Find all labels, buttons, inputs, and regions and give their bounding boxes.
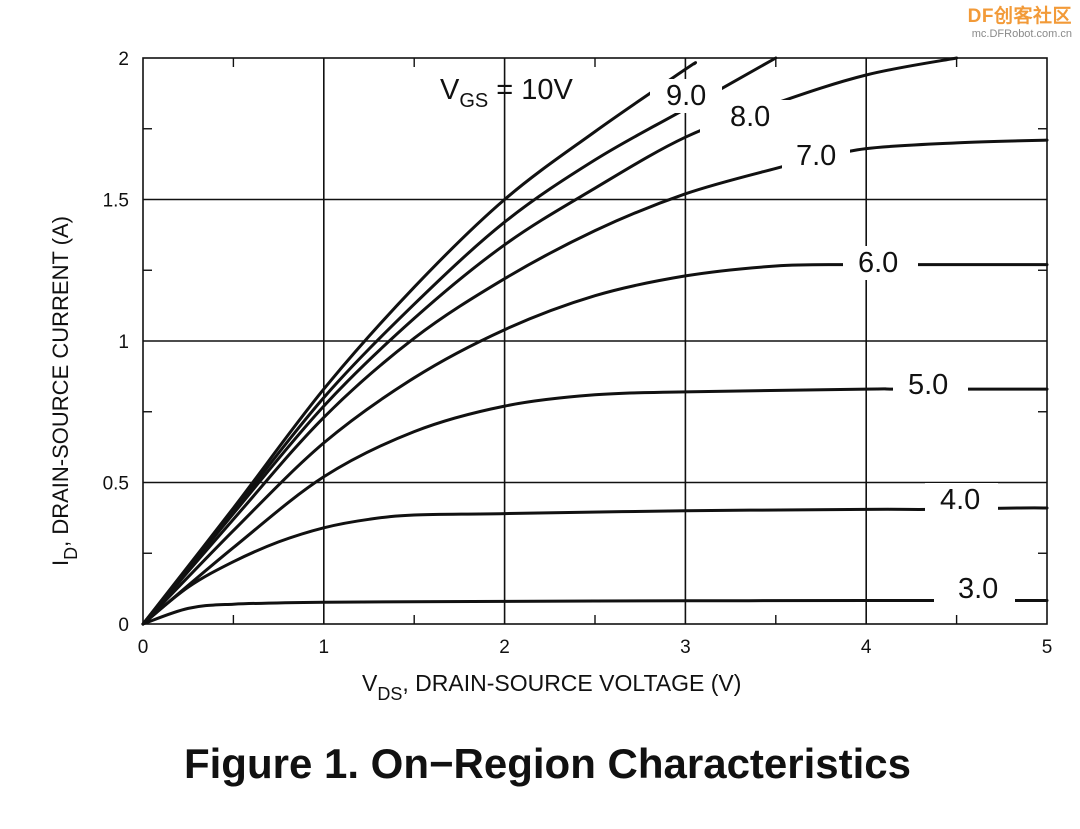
watermark-brand-df: DF	[967, 6, 994, 27]
x-tick-label: 3	[680, 637, 691, 658]
watermark-logo: DF创客社区 mc.DFRobot.com.cn	[968, 6, 1072, 41]
grid-layer	[142, 57, 1048, 625]
x-axis-label-main: V	[362, 670, 378, 696]
x-axis-label-rest: , DRAIN-SOURCE VOLTAGE (V)	[402, 670, 741, 696]
x-tick-label: 5	[1042, 637, 1053, 658]
y-tick-label: 0	[118, 615, 129, 636]
x-tick-label: 1	[319, 637, 330, 658]
curve-label-vgs-6-0: 6.0	[858, 247, 898, 279]
x-axis-label-sub: DS	[377, 684, 402, 704]
curve-label-vgs-3-0: 3.0	[958, 573, 998, 605]
on-region-characteristics-chart: 3.0 4.0 5.0 6.0 7.0 8.0 9.0 VGS = 10V 0 1 2 3 4 5 0 0.…	[48, 49, 1053, 704]
y-axis-label-main: I	[48, 560, 73, 566]
watermark-brand: DF创客社区	[968, 6, 1072, 27]
series-line-vgs-8-0	[141, 56, 959, 626]
series-line-vgs-4-0	[141, 506, 1049, 626]
y-axis-label-sub: D	[61, 547, 81, 560]
curve-label-background	[650, 79, 722, 113]
curve-label-vgs-7-0: 7.0	[796, 140, 836, 172]
curve-label-background	[782, 139, 850, 173]
curve-label-vgs-4-0: 4.0	[940, 484, 980, 516]
x-tick-label: 4	[861, 637, 872, 658]
series-line-vgs-7-0	[141, 138, 1049, 626]
x-tick-label: 2	[499, 637, 510, 658]
watermark-site: mc.DFRobot.com.cn	[971, 28, 1072, 40]
curve-label-background	[934, 572, 1015, 606]
curve-label-background	[925, 483, 998, 517]
watermark-brand-cn: 创客社区	[993, 5, 1072, 27]
figure-caption: Figure 1. On−Region Characteristics	[183, 740, 912, 787]
y-axis-label: ID, DRAIN-SOURCE CURRENT (A)	[48, 216, 81, 566]
curve-label-vgs-5-0: 5.0	[908, 369, 948, 401]
series-line-vgs-5-0	[141, 387, 1049, 626]
y-axis-label-rest: , DRAIN-SOURCE CURRENT (A)	[48, 216, 73, 547]
curve-label-vgs-10: VGS = 10V	[440, 74, 574, 112]
y-tick-label: 0.5	[103, 474, 129, 495]
y-tick-label: 1.5	[103, 191, 129, 212]
curve-label-background	[893, 368, 968, 402]
curve-label-background	[843, 246, 918, 280]
series-line-vgs-6-0	[141, 263, 1049, 626]
series-line-vgs-9-0	[141, 56, 778, 626]
x-tick-label: 0	[138, 637, 149, 658]
curve-label-vgs-8-0: 8.0	[730, 101, 770, 133]
tick-label-layer: 0 1 2 3 4 5 0 0.5 1 1.5 2	[103, 49, 1053, 658]
curve-label-layer: 3.0 4.0 5.0 6.0 7.0 8.0 9.0 VGS = 10V	[440, 74, 1015, 606]
x-axis-label: VDS, DRAIN-SOURCE VOLTAGE (V)	[362, 670, 741, 704]
y-tick-label: 1	[118, 332, 129, 353]
curve-label-vgs-9-0: 9.0	[666, 80, 706, 112]
y-tick-label: 2	[118, 49, 129, 70]
